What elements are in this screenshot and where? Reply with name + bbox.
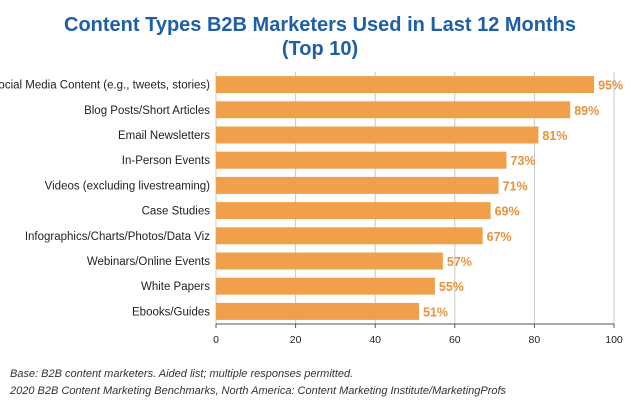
x-tick-label-0: 0 — [213, 334, 219, 346]
value-label-7: 57% — [447, 255, 472, 269]
value-label-4: 71% — [503, 179, 528, 193]
value-label-8: 55% — [439, 280, 464, 294]
bar-3 — [216, 151, 507, 169]
value-label-1: 89% — [574, 104, 599, 118]
chart-title: Content Types B2B Marketers Used in Last… — [64, 14, 576, 36]
bar-8 — [216, 277, 435, 295]
value-label-5: 69% — [495, 205, 520, 219]
bar-2 — [216, 126, 539, 144]
bar-5 — [216, 202, 491, 220]
x-tick-label-5: 100 — [605, 334, 623, 346]
x-tick-label-4: 80 — [529, 334, 541, 346]
category-label-8: White Papers — [141, 281, 210, 293]
chart-subtitle: (Top 10) — [281, 38, 359, 60]
value-label-6: 67% — [487, 230, 512, 244]
bar-0 — [216, 76, 595, 94]
category-label-3: In-Person Events — [122, 155, 210, 167]
footnote-base: Base: B2B content marketers. Aided list;… — [10, 368, 354, 380]
category-label-7: Webinars/Online Events — [87, 256, 210, 268]
category-label-9: Ebooks/Guides — [132, 306, 210, 318]
category-label-5: Case Studies — [142, 206, 211, 218]
value-label-3: 73% — [511, 154, 536, 168]
value-label-2: 81% — [542, 129, 567, 143]
value-label-0: 95% — [598, 79, 623, 93]
x-tick-label-3: 60 — [449, 334, 461, 346]
value-label-9: 51% — [423, 305, 448, 319]
category-label-6: Infographics/Charts/Photos/Data Viz — [25, 231, 210, 243]
bar-4 — [216, 176, 499, 194]
bar-7 — [216, 252, 443, 270]
bar-9 — [216, 302, 419, 320]
bar-1 — [216, 101, 571, 119]
bar-6 — [216, 227, 483, 245]
category-label-2: Email Newsletters — [118, 130, 210, 142]
x-tick-label-1: 20 — [290, 334, 302, 346]
footnote-source: 2020 B2B Content Marketing Benchmarks, N… — [10, 385, 507, 397]
x-tick-label-2: 40 — [369, 334, 381, 346]
category-label-1: Blog Posts/Short Articles — [84, 105, 210, 117]
category-label-0: Social Media Content (e.g., tweets, stor… — [0, 80, 210, 92]
category-label-4: Videos (excluding livestreaming) — [45, 180, 211, 192]
